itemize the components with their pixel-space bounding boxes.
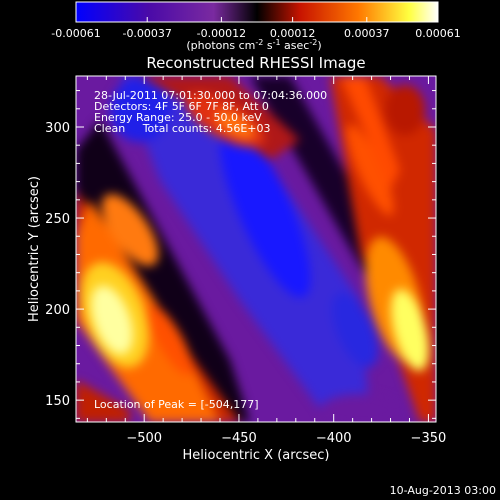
colorbar-tick-label: -0.00012	[197, 27, 246, 40]
colorbar-unit-label: (photons cm-2 s-1 asec-2)	[186, 38, 321, 52]
y-tick-label: 300	[45, 121, 70, 136]
annotation-energy-range: Energy Range: 25.0 - 50.0 keV	[94, 111, 262, 124]
annotation-peak-location: Location of Peak = [-504,177]	[94, 398, 259, 411]
y-axis-ticks: 150 200 250 300	[45, 90, 436, 419]
plot-frame	[75, 75, 437, 423]
x-axis-label: Heliocentric X (arcsec)	[183, 448, 330, 463]
y-axis-label: Heliocentric Y (arcsec)	[27, 176, 42, 322]
x-tick-label: −450	[221, 431, 257, 446]
annotation-block: 28-Jul-2011 07:01:30.000 to 07:04:36.000…	[94, 89, 327, 135]
y-tick-label: 250	[45, 212, 70, 227]
heatmap-image	[76, 76, 436, 422]
x-axis-ticks: −500 −450 −400 −350	[86, 76, 447, 446]
annotation-clean-counts: Clean Total counts: 4.56E+03	[94, 122, 271, 135]
y-tick-label: 200	[45, 303, 70, 318]
annotation-time-range: 28-Jul-2011 07:01:30.000 to 07:04:36.000	[94, 89, 327, 102]
colorbar-tick-label: -0.00061	[51, 27, 100, 40]
colorbar-ticks: -0.00061 -0.00037 -0.00012 0.00012 0.00037 0.…	[51, 17, 461, 40]
colorbar-gradient	[75, 1, 439, 23]
colorbar-tick-label: 0.00061	[415, 27, 461, 40]
plot-axes: −500 −450 −400 −350 150 200 250 300	[45, 75, 447, 446]
colorbar: -0.00061 -0.00037 -0.00012 0.00012 0.00037 0.…	[51, 1, 461, 52]
x-tick-label: −350	[411, 431, 447, 446]
x-tick-label: −400	[316, 431, 352, 446]
x-tick-label: −500	[126, 431, 162, 446]
colorbar-tick-label: 0.00037	[344, 27, 390, 40]
colorbar-tick-label: 0.00012	[270, 27, 316, 40]
annotation-detectors: Detectors: 4F 5F 6F 7F 8F, Att 0	[94, 100, 269, 113]
footer-date: 10-Aug-2013 03:00	[390, 484, 496, 497]
colorbar-tick-label: -0.00037	[122, 27, 171, 40]
chart-title: Reconstructed RHESSI Image	[146, 54, 365, 72]
negative-band	[120, 76, 370, 422]
y-tick-label: 150	[45, 394, 70, 409]
